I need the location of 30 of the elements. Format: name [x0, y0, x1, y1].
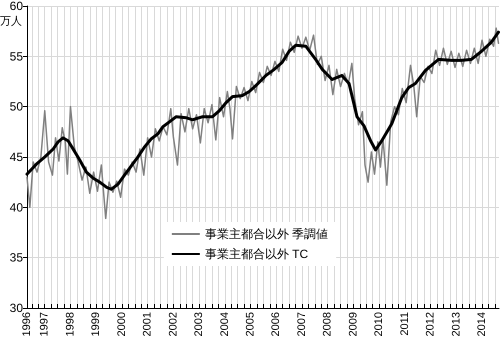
- y-axis-title: 万人: [0, 16, 22, 28]
- legend-label: 事業主都合以外 季調値: [204, 227, 328, 241]
- y-tick-label: 35: [10, 250, 24, 265]
- x-tick-label: 1998: [64, 312, 76, 336]
- x-tick-label: 2003: [193, 312, 206, 336]
- x-tick-label: 1996: [21, 312, 33, 336]
- x-tick-label: 2006: [270, 312, 282, 336]
- x-tick-label: 2009: [347, 312, 360, 336]
- x-tick-label: 2004: [218, 312, 231, 336]
- y-tick-label: 30: [10, 301, 24, 315]
- x-tick-label: 2005: [244, 312, 257, 336]
- x-tick-label: 2010: [373, 312, 386, 336]
- x-tick-label: 2002: [167, 312, 180, 336]
- y-tick-label: 55: [10, 49, 24, 64]
- x-tick-label: 2007: [296, 312, 308, 336]
- legend-label: 事業主都合以外 TC: [204, 247, 308, 261]
- x-tick-label: 2014: [476, 312, 488, 336]
- y-tick-label: 40: [10, 200, 24, 214]
- x-tick-label: 2013: [450, 312, 462, 336]
- x-tick-label: 2012: [424, 312, 437, 336]
- x-tick-label: 1997: [38, 312, 51, 336]
- line-series: [26, 27, 500, 220]
- x-tick-label: 2000: [116, 312, 128, 336]
- x-tick-label: 2011: [398, 312, 411, 336]
- y-tick-label: 60: [10, 0, 24, 13]
- y-tick-label: 50: [10, 100, 24, 114]
- x-tick-label: 1999: [90, 312, 102, 336]
- x-tick-label: 2008: [322, 312, 334, 336]
- y-tick-label: 45: [10, 150, 24, 164]
- x-tick-label: 2001: [142, 312, 154, 336]
